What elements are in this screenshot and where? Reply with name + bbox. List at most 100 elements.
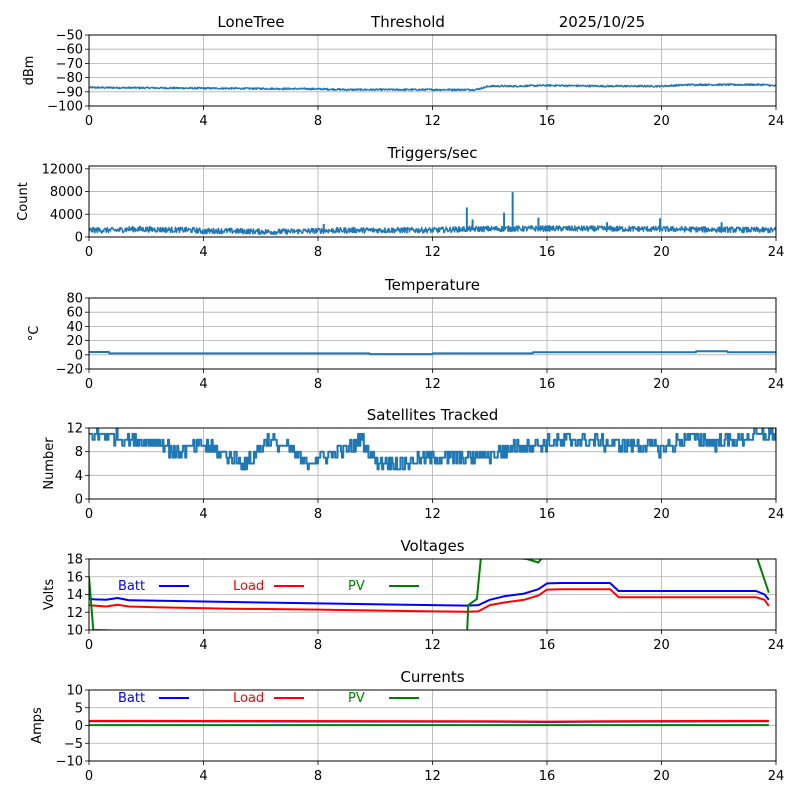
y-tick-label: −50 — [56, 29, 83, 44]
panel-rssi: 0 4 8 12 16 20 24 −100−90−80−70−60−50 dBm — [22, 29, 784, 130]
x-tick-label: 24 — [768, 245, 785, 260]
y-tick-label: 40 — [66, 320, 83, 335]
x-tick-label: 24 — [768, 769, 785, 784]
x-tick-label: 20 — [653, 769, 670, 784]
x-tick-label: 12 — [424, 638, 441, 653]
series-line-temperature — [89, 350, 776, 356]
x-tick-label: 0 — [85, 245, 93, 260]
x-tick-label: 16 — [539, 769, 556, 784]
panel-title: Currents — [400, 668, 464, 686]
x-tick-label: 12 — [424, 114, 441, 129]
y-tick-label: −20 — [56, 363, 83, 378]
y-tick-label: 20 — [66, 334, 83, 349]
x-tick-label: 4 — [199, 245, 207, 260]
x-tick-label: 12 — [424, 769, 441, 784]
series-group — [89, 559, 770, 630]
legend-label-batt: Batt — [118, 691, 145, 706]
x-tick-label: 4 — [199, 114, 207, 129]
y-tick-label: −70 — [56, 57, 83, 72]
series-line-load — [89, 588, 770, 613]
y-tick-label: 8 — [75, 445, 83, 460]
y-tick-label: 60 — [66, 306, 83, 321]
panel-triggers: 0 4 8 12 16 20 24 0 4000 8000 12000 Triggers/sec Cou… — [16, 144, 784, 260]
x-tick-label: 0 — [85, 114, 93, 129]
panel-title: Satellites Tracked — [367, 406, 498, 424]
x-tick-label: 8 — [314, 769, 322, 784]
series-line-satellites — [89, 428, 776, 471]
x-tick-label: 8 — [314, 114, 322, 129]
x-tick-label: 24 — [768, 507, 785, 522]
x-tick-label: 24 — [768, 114, 785, 129]
series-group — [89, 719, 769, 727]
legend-label-pv: PV — [348, 691, 365, 706]
y-axis-label: Number — [42, 437, 57, 490]
y-axis-label: Count — [16, 182, 31, 221]
y-tick-label: 0 — [75, 719, 83, 734]
x-tick-label: 16 — [539, 245, 556, 260]
x-tick-label: 0 — [85, 769, 93, 784]
x-tick-label: 8 — [314, 638, 322, 653]
legend-label-pv: PV — [348, 579, 365, 594]
y-tick-label: 4 — [75, 469, 83, 484]
station-label: LoneTree — [217, 13, 284, 31]
x-tick-label: 4 — [199, 638, 207, 653]
panel-title: Temperature — [384, 276, 480, 294]
y-axis-label: Amps — [30, 707, 45, 744]
x-tick-label: 4 — [199, 507, 207, 522]
y-tick-label: 10 — [66, 624, 83, 639]
x-tick-label: 20 — [653, 245, 670, 260]
legend-label-load: Load — [233, 579, 264, 594]
panel-currents: Batt Load PV 0 4 8 12 16 20 24 −10 −5 0 5 10 Currents Am… — [30, 668, 784, 784]
x-tick-label: 12 — [424, 377, 441, 392]
x-tick-label: 24 — [768, 377, 785, 392]
x-tick-label: 0 — [85, 507, 93, 522]
y-tick-label: 4000 — [50, 208, 83, 223]
y-axis-label: Volts — [42, 579, 57, 611]
y-tick-label: 0 — [75, 493, 83, 508]
y-tick-label: −100 — [47, 100, 83, 115]
y-tick-label: 14 — [66, 588, 83, 603]
x-tick-label: 20 — [653, 507, 670, 522]
legend-label-batt: Batt — [118, 579, 145, 594]
x-tick-label: 24 — [768, 638, 785, 653]
y-tick-label: 12 — [66, 606, 83, 621]
y-tick-label: 18 — [66, 553, 83, 568]
series-line-rssi — [89, 83, 776, 92]
x-tick-label: 4 — [199, 377, 207, 392]
series-group — [89, 350, 776, 356]
y-tick-label: 0 — [75, 231, 83, 246]
x-tick-label: 12 — [424, 507, 441, 522]
series-line-triggers — [89, 224, 776, 236]
x-tick-label: 16 — [539, 114, 556, 129]
x-tick-label: 20 — [653, 377, 670, 392]
y-tick-label: −5 — [64, 737, 83, 752]
y-tick-label: 16 — [66, 570, 83, 585]
x-tick-label: 8 — [314, 377, 322, 392]
x-tick-label: 0 — [85, 377, 93, 392]
y-tick-label: 5 — [75, 701, 83, 716]
series-line-load — [89, 719, 769, 723]
x-tick-label: 16 — [539, 507, 556, 522]
mode-label: Threshold — [370, 13, 445, 31]
date-label: 2025/10/25 — [559, 13, 645, 31]
series-group — [89, 428, 776, 471]
y-tick-label: −80 — [56, 71, 83, 86]
x-tick-label: 0 — [85, 638, 93, 653]
y-axis-label: °C — [27, 326, 42, 342]
x-tick-label: 8 — [314, 245, 322, 260]
y-tick-label: 12 — [66, 422, 83, 437]
panel-title: Triggers/sec — [387, 144, 478, 162]
y-tick-label: 8000 — [50, 185, 83, 200]
x-tick-label: 16 — [539, 377, 556, 392]
x-tick-label: 16 — [539, 638, 556, 653]
y-tick-label: −10 — [56, 755, 83, 770]
y-tick-label: 12000 — [42, 162, 83, 177]
y-tick-label: −60 — [56, 43, 83, 58]
series-group — [89, 192, 776, 236]
legend-label-load: Load — [233, 691, 264, 706]
x-tick-label: 20 — [653, 114, 670, 129]
series-group — [89, 83, 776, 92]
